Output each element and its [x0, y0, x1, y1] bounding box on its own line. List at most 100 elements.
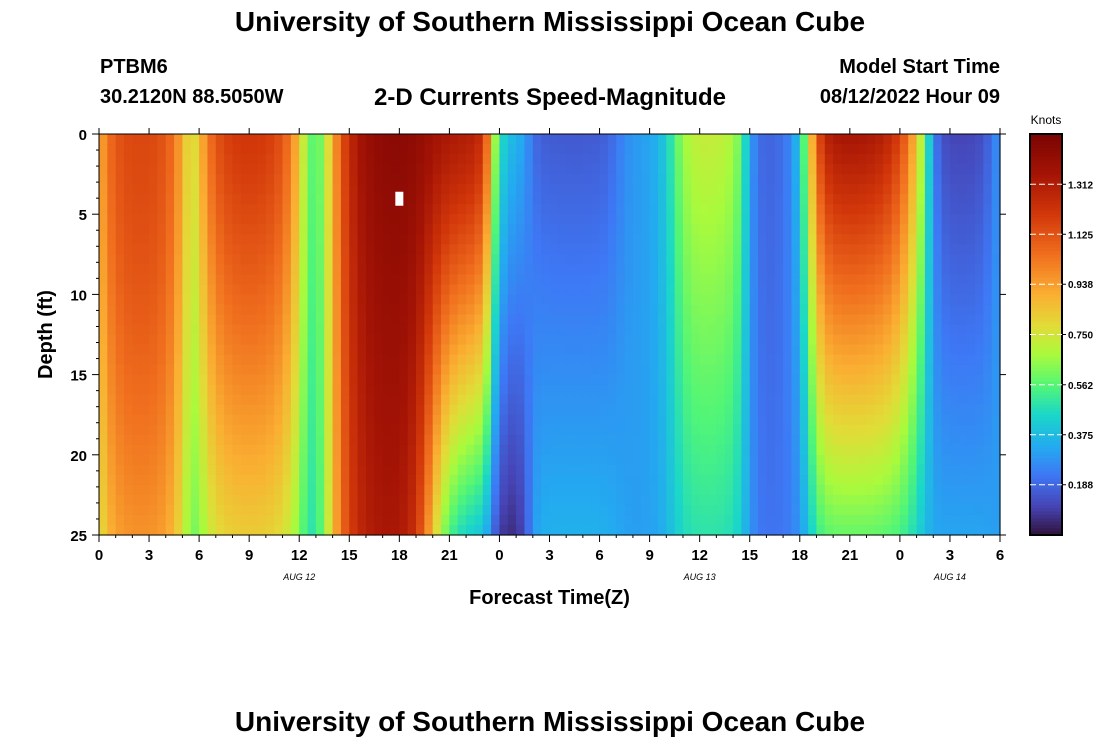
heatmap-cell — [499, 384, 509, 396]
heatmap-cell — [532, 284, 542, 296]
heatmap-cell — [908, 164, 918, 175]
colorbar-segment — [1030, 247, 1062, 252]
heatmap-cell — [574, 454, 584, 466]
heatmap-cell — [733, 524, 742, 536]
heatmap-cell — [466, 244, 476, 255]
heatmap-cell — [991, 434, 1001, 446]
heatmap-cell — [791, 194, 801, 205]
heatmap-cell — [290, 434, 300, 446]
heatmap-cell — [340, 304, 350, 316]
heatmap-cell — [182, 384, 192, 396]
heatmap-cell — [382, 224, 392, 235]
heatmap-cell — [908, 134, 918, 145]
heatmap-cell — [157, 244, 167, 255]
heatmap-cell — [274, 354, 284, 366]
heatmap-cell — [641, 464, 651, 476]
page-title: University of Southern Mississippi Ocean… — [234, 6, 866, 37]
heatmap-cell — [357, 464, 367, 476]
heatmap-cell — [966, 214, 976, 225]
heatmap-cell — [257, 444, 267, 456]
heatmap-cell — [524, 364, 534, 376]
heatmap-cell — [908, 504, 918, 516]
heatmap-cell — [866, 244, 876, 255]
heatmap-cell — [891, 164, 901, 175]
heatmap-cell — [424, 344, 434, 356]
heatmap-cell — [474, 424, 484, 436]
heatmap-cell — [182, 414, 192, 426]
heatmap-cell — [532, 294, 542, 306]
heatmap-cell — [315, 134, 325, 145]
heatmap-cell — [574, 164, 584, 175]
heatmap-cell — [374, 524, 384, 536]
heatmap-cell — [858, 424, 868, 436]
heatmap-cell — [716, 244, 726, 255]
heatmap-cell — [165, 484, 175, 496]
heatmap-cell — [866, 224, 876, 235]
heatmap-cell — [140, 134, 150, 145]
heatmap-cell — [874, 244, 884, 255]
heatmap-cell — [724, 484, 734, 496]
heatmap-cell — [582, 484, 592, 496]
heatmap-cell — [933, 274, 943, 285]
heatmap-cell — [399, 144, 409, 155]
heatmap-cell — [340, 344, 350, 356]
heatmap-cell — [165, 384, 175, 396]
heatmap-cell — [499, 254, 509, 265]
heatmap-cell — [758, 414, 767, 426]
heatmap-cell — [749, 304, 759, 316]
heatmap-cell — [165, 464, 175, 476]
heatmap-cell — [232, 174, 242, 185]
heatmap-cell — [299, 474, 309, 486]
heatmap-cell — [132, 474, 142, 486]
heatmap-cell — [215, 514, 225, 526]
heatmap-cell — [132, 154, 142, 165]
heatmap-cell — [532, 224, 542, 235]
heatmap-cell — [340, 474, 350, 486]
heatmap-cell — [299, 184, 309, 195]
heatmap-cell — [457, 494, 467, 506]
heatmap-cell — [991, 174, 1001, 185]
heatmap-cell — [933, 434, 943, 446]
heatmap-cell — [774, 134, 784, 145]
heatmap-cell — [249, 274, 259, 285]
heatmap-cell — [549, 454, 559, 466]
heatmap-cell — [724, 284, 734, 296]
heatmap-cell — [199, 234, 209, 245]
heatmap-cell — [899, 434, 909, 446]
heatmap-cell — [466, 274, 476, 285]
heatmap-cell — [541, 194, 551, 205]
colorbar-segment — [1030, 144, 1062, 148]
heatmap-cell — [474, 294, 484, 306]
heatmap-cell — [99, 274, 108, 285]
heatmap-cell — [140, 414, 150, 426]
heatmap-cell — [274, 504, 284, 516]
colorbar-segment — [1030, 227, 1062, 232]
heatmap-cell — [682, 194, 692, 205]
heatmap-cell — [99, 134, 108, 145]
heatmap-cell — [958, 504, 968, 516]
heatmap-cell — [365, 334, 375, 346]
heatmap-cell — [799, 354, 809, 366]
heatmap-cell — [933, 344, 943, 356]
date-label: AUG 13 — [683, 572, 716, 582]
colorbar-segment — [1030, 404, 1062, 409]
heatmap-cell — [966, 254, 976, 265]
heatmap-cell — [641, 494, 651, 506]
heatmap-cell — [449, 444, 459, 456]
heatmap-cell — [766, 164, 776, 175]
heatmap-cell — [941, 354, 951, 366]
heatmap-cell — [624, 344, 634, 356]
heatmap-cell — [791, 224, 801, 235]
heatmap-cell — [399, 344, 409, 356]
heatmap-cell — [991, 334, 1001, 346]
heatmap-cell — [349, 314, 359, 326]
heatmap-cell — [833, 414, 843, 426]
heatmap-cell — [149, 514, 158, 526]
heatmap-cell — [849, 364, 859, 376]
heatmap-cell — [849, 414, 859, 426]
heatmap-cell — [766, 424, 776, 436]
heatmap-cell — [315, 464, 325, 476]
heatmap-cell — [99, 364, 108, 376]
heatmap-cell — [307, 404, 317, 416]
heatmap-cell — [249, 354, 259, 366]
